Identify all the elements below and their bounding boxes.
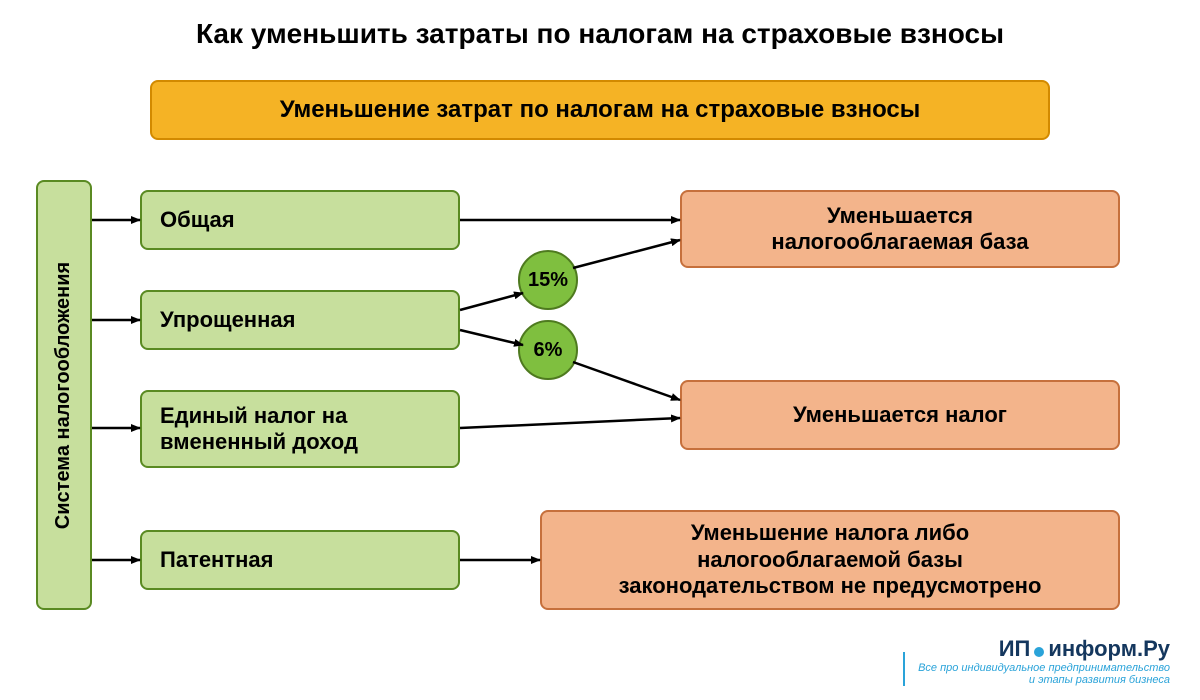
sidebar-label: Система налогообложения (53, 261, 76, 528)
brand-dot-icon (1034, 647, 1044, 657)
banner-box: Уменьшение затрат по налогам на страховы… (150, 80, 1050, 140)
footer-brand: ИП информ.Ру Все про индивидуальное предп… (918, 636, 1170, 686)
node-patent: Патентная (140, 530, 460, 590)
node-tax: Уменьшается налог (680, 380, 1120, 450)
page-title: Как уменьшить затраты по налогам на стра… (0, 18, 1200, 50)
arrow (573, 240, 680, 268)
brand-post: информ.Ру (1048, 636, 1170, 661)
footer-bar-icon (903, 652, 905, 686)
node-none: Уменьшение налога либоналогооблагаемой б… (540, 510, 1120, 610)
brand-pre: ИП (999, 636, 1031, 661)
node-general: Общая (140, 190, 460, 250)
circle-15: 15% (518, 250, 578, 310)
arrow (460, 418, 680, 428)
sidebar-tax-system: Система налогообложения (36, 180, 92, 610)
circle-6: 6% (518, 320, 578, 380)
node-usn: Упрощенная (140, 290, 460, 350)
node-envd: Единый налог навмененный доход (140, 390, 460, 468)
brand-tagline: Все про индивидуальное предпринимательст… (918, 662, 1170, 686)
arrow (460, 330, 523, 345)
diagram-canvas: { "page": { "width": 1200, "height": 700… (0, 0, 1200, 700)
arrow (573, 362, 680, 400)
node-base: Уменьшаетсяналогооблагаемая база (680, 190, 1120, 268)
brand-line: ИП информ.Ру (918, 636, 1170, 662)
arrow (460, 293, 523, 310)
